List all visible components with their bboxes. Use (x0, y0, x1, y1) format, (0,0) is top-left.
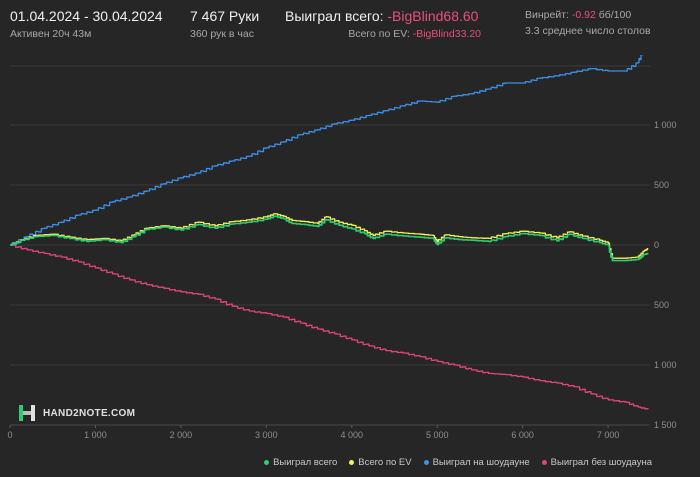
won-total-label: Выиграл всего: (285, 8, 384, 24)
legend-dot-icon (264, 460, 270, 465)
y-tick-label: 1 000 (654, 360, 677, 370)
chart-legend: Выиграл всего Всего по EV Выиграл на шоуда… (0, 457, 700, 468)
legend-dot-icon (349, 460, 355, 465)
hand2note-logo-text: HAND2NOTE.COM (43, 407, 136, 419)
legend-dot-icon (541, 460, 547, 465)
legend-item-3[interactable]: Выиграл без шоудауна (541, 457, 652, 468)
hand2note-logo: HAND2NOTE.COM (18, 404, 135, 422)
date-range[interactable]: 01.04.2024 - 30.04.2024 (10, 8, 163, 24)
hands-count: 7 467 Руки (190, 8, 260, 24)
y-tick-label: 1 500 (654, 420, 677, 430)
hands-per-hour: 360 рук в час (190, 28, 254, 40)
x-tick-label: 5 000 (426, 430, 449, 440)
y-tick-label: 500 (654, 300, 669, 310)
x-tick-label: 0 (7, 430, 12, 440)
ev-label: Всего по EV: (348, 28, 410, 40)
stats-header: 01.04.2024 - 30.04.2024 Активен 20ч 43м … (0, 0, 700, 60)
active-time: Активен 20ч 43м (10, 28, 92, 40)
won-total-value: -BigBlind68.60 (387, 8, 479, 24)
winrate-unit: бб/100 (598, 9, 632, 21)
y-tick-label: 0 (654, 240, 659, 250)
y-tick-label: 500 (654, 180, 669, 190)
series-lines (10, 55, 649, 410)
avg-tables: 3.3 среднее число столов (525, 25, 651, 37)
legend-item-0[interactable]: Выиграл всего (264, 457, 337, 468)
x-tick-label: 7 000 (597, 430, 620, 440)
profit-graph[interactable]: 1 000 500 0 500 1 000 1 500 0 1 000 2 000 3 000 4 … (0, 55, 700, 455)
series-line-2 (10, 55, 644, 246)
ev-total: Всего по EV: -BigBlind33.20 (285, 28, 485, 40)
x-tick-label: 4 000 (341, 430, 364, 440)
legend-label: Выиграл без шоудауна (550, 457, 652, 468)
won-block: Выиграл всего: -BigBlind68.60 Всего по E… (285, 8, 485, 40)
ev-value: -BigBlind33.20 (412, 28, 481, 40)
series-line-3 (10, 244, 649, 410)
winrate-label: Винрейт: (525, 9, 569, 21)
legend-label: Выиграл на шоудауне (432, 457, 530, 468)
hand2note-logo-icon (19, 405, 35, 421)
x-tick-label: 3 000 (255, 430, 278, 440)
grid (10, 65, 650, 426)
winrate-block: Винрейт: -0.92 бб/100 3.3 среднее число … (525, 9, 651, 37)
date-block: 01.04.2024 - 30.04.2024 Активен 20ч 43м (10, 8, 163, 40)
winrate-value: -0.92 (571, 9, 596, 21)
x-tick-label: 2 000 (170, 430, 193, 440)
legend-item-1[interactable]: Всего по EV (349, 457, 412, 468)
winrate: Винрейт: -0.92 бб/100 (525, 9, 651, 21)
y-tick-label: 1 000 (654, 120, 677, 130)
legend-label: Выиграл всего (273, 457, 338, 468)
x-tick-label: 6 000 (511, 430, 534, 440)
legend-dot-icon (423, 460, 429, 465)
axis-ticks: 1 000 500 0 500 1 000 1 500 0 1 000 2 000 3 000 4 … (7, 120, 676, 440)
series-line-1 (10, 213, 649, 259)
x-tick-label: 1 000 (84, 430, 107, 440)
legend-label: Всего по EV (358, 457, 412, 468)
won-total: Выиграл всего: -BigBlind68.60 (285, 8, 485, 24)
legend-item-2[interactable]: Выиграл на шоудауне (423, 457, 530, 468)
series-line-0 (10, 215, 649, 262)
hands-block: 7 467 Руки 360 рук в час (190, 8, 259, 40)
